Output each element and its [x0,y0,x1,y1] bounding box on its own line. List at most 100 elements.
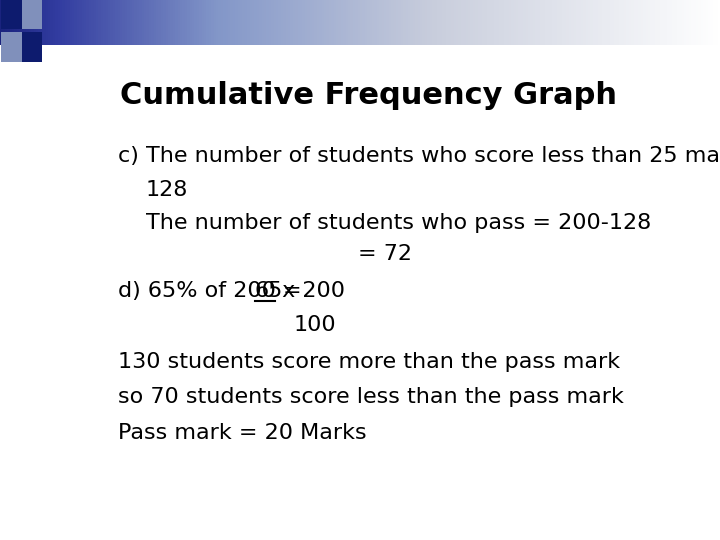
Bar [614,0,618,45]
Bar [446,0,449,45]
Bar [22,32,42,62]
Bar [202,0,204,45]
Bar [466,0,469,45]
Bar [305,0,308,45]
Bar [398,0,402,45]
Text: Pass mark = 20 Marks: Pass mark = 20 Marks [118,423,366,443]
Bar [499,0,503,45]
Bar [552,0,555,45]
Bar [27,0,30,45]
Bar [29,0,32,45]
Bar [677,0,680,45]
Bar [571,0,575,45]
Bar [662,0,665,45]
Bar [216,0,219,45]
Bar [391,0,395,45]
Bar [1,32,22,62]
Bar [247,0,251,45]
Bar [156,0,159,45]
Bar [31,0,35,45]
Bar [441,0,445,45]
Bar [125,0,128,45]
Bar [257,0,260,45]
Bar [509,0,512,45]
Bar [96,0,99,45]
Bar [521,0,524,45]
Bar [545,0,548,45]
Bar [279,0,282,45]
Bar [211,0,215,45]
Bar [693,0,697,45]
Bar [619,0,622,45]
Bar [5,0,8,45]
Bar [135,0,138,45]
Bar [679,0,683,45]
Bar [461,0,464,45]
Bar [228,0,231,45]
Bar [423,0,426,45]
Bar [549,0,553,45]
Bar [103,0,107,45]
Bar [333,0,337,45]
Bar [91,0,94,45]
Bar [189,0,193,45]
Bar [41,0,44,45]
Text: 130 students score more than the pass mark: 130 students score more than the pass ma… [118,352,620,372]
Bar [214,0,217,45]
Bar [300,0,303,45]
Bar [336,0,339,45]
Bar [346,0,348,45]
Bar [598,0,600,45]
Bar [384,0,387,45]
Bar [351,0,354,45]
Bar [511,0,514,45]
Bar [701,0,704,45]
Bar [427,0,431,45]
Bar [207,0,210,45]
Bar [540,0,543,45]
Bar [290,0,294,45]
Bar [70,0,73,45]
Bar [94,0,96,45]
Text: = 72: = 72 [358,244,412,264]
Bar [456,0,459,45]
Bar [149,0,152,45]
Bar [122,0,125,45]
Bar [245,0,248,45]
Bar [322,0,325,45]
Bar [36,0,39,45]
Bar [127,0,130,45]
Bar [238,0,240,45]
Bar [115,0,118,45]
Text: 128: 128 [145,179,188,200]
Bar [533,0,536,45]
Bar [547,0,550,45]
Bar [439,0,442,45]
Bar [22,0,42,29]
Bar [497,0,500,45]
Bar [60,0,63,45]
Bar [338,0,341,45]
Bar [569,0,572,45]
Bar [634,0,636,45]
Bar [274,0,276,45]
Bar [593,0,596,45]
Bar [477,0,481,45]
Bar [369,0,373,45]
Bar [362,0,366,45]
Bar [490,0,492,45]
Bar [590,0,593,45]
Bar [192,0,195,45]
Bar [55,0,58,45]
Bar [713,0,716,45]
Bar [413,0,416,45]
Bar [106,0,109,45]
Bar [137,0,140,45]
Bar [660,0,663,45]
Bar [7,0,10,45]
Bar [34,0,37,45]
Bar [379,0,382,45]
Text: 65: 65 [255,281,283,301]
Bar [538,0,541,45]
Bar [132,0,135,45]
